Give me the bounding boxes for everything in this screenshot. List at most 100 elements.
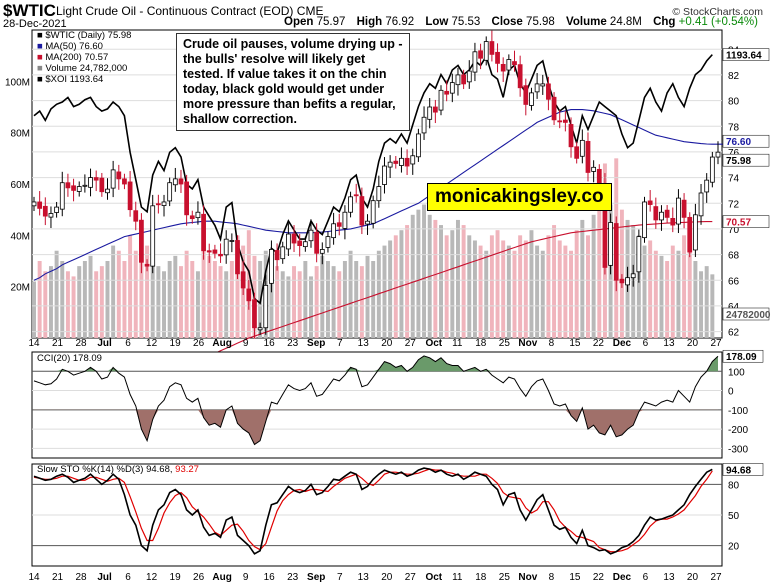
candle-body (427, 106, 433, 120)
volume-bar (371, 261, 376, 338)
date-tick-label: 22 (593, 338, 605, 349)
volume-bar (523, 240, 528, 338)
candle-body (353, 194, 359, 197)
volume-bar (693, 261, 698, 338)
date-tick-label: 6 (125, 338, 131, 349)
candle-body (122, 178, 127, 185)
legend-label: $WTIC (Daily) 75.98 (45, 30, 132, 41)
date-tick-label: 6 (643, 572, 649, 583)
candle-body (206, 250, 212, 253)
candle-body (704, 179, 710, 193)
candle-body (161, 201, 167, 206)
legend-entry: ■ Volume 24,782,000 (37, 63, 131, 74)
candle-body (274, 250, 280, 261)
volume-bar (212, 261, 217, 338)
candle-body (664, 209, 670, 218)
volume-bar (461, 225, 466, 338)
date-tick-label: Sep (307, 338, 325, 349)
date-tick-label: Aug (212, 572, 231, 583)
date-tick-label: 14 (28, 572, 40, 583)
volume-tick-label: 100M (5, 77, 30, 88)
volume-bar (99, 266, 104, 338)
volume-bar (286, 276, 291, 338)
date-tick-label: Jul (97, 572, 112, 583)
date-tick-label: 13 (358, 338, 370, 349)
volume-bar (309, 276, 313, 338)
candle-body (387, 161, 393, 168)
low-value: 75.53 (451, 16, 481, 28)
candle-body (93, 177, 99, 181)
candle-body (263, 284, 269, 329)
volume-bar (410, 214, 415, 338)
volume-bar (512, 250, 517, 338)
candle-body (252, 299, 257, 329)
volume-bar (444, 235, 449, 338)
volume-bar (314, 266, 319, 338)
ma50-line (33, 109, 724, 281)
watermark-box: monicakingsley.co (427, 183, 612, 211)
volume-bar (77, 266, 82, 338)
date-tick-label: 12 (146, 338, 158, 349)
candle-body (280, 246, 286, 260)
volume-bar (229, 261, 234, 338)
date-tick-label: 7 (337, 572, 343, 583)
legend-entry: ■ MA(200) 70.57 (37, 52, 131, 63)
volume-bar (472, 240, 477, 338)
date-tick-label: 9 (243, 572, 249, 583)
candle-body (110, 169, 116, 189)
candle-body (534, 83, 540, 93)
close-value: 75.98 (526, 16, 555, 28)
date-tick-label: Dec (613, 338, 632, 349)
candle-body (286, 233, 291, 250)
volume-bar (501, 240, 506, 338)
date-tick-label: 28 (75, 338, 87, 349)
volume-bar (71, 276, 76, 338)
candle-body (404, 157, 410, 167)
date-tick-label: 9 (243, 338, 249, 349)
volume-bar (484, 250, 489, 338)
date-axis: 14 21 28 Jul 6 12 19 26 Aug 9 16 23 Sep 7 13 20 27 Oct 11 1… (28, 338, 722, 583)
volume-value: 24.8M (609, 16, 642, 28)
date-tick-label: Oct (425, 572, 442, 583)
candle-body (71, 185, 76, 191)
volume-bar (133, 250, 138, 338)
cci-tick-label: -200 (728, 425, 748, 436)
ma200-value-tag-bg (722, 215, 770, 228)
volume-bar (399, 230, 404, 338)
price-axis: 62646668707274767880828420M40M60M80M100M… (5, 45, 771, 338)
symbol-title: $WTIC (3, 1, 56, 20)
candle-body (365, 220, 370, 225)
candle-body (579, 139, 585, 157)
date-tick-label: 23 (287, 572, 299, 583)
sto-k-series (33, 467, 713, 555)
candle-body (223, 238, 229, 256)
candle-body (172, 178, 178, 186)
volume-bar (433, 219, 438, 338)
volume-value-tag: 24782000 (726, 310, 771, 321)
volume-bar (478, 245, 483, 338)
candle-body (116, 171, 122, 180)
legend-swatch: ■ (37, 74, 46, 85)
sto-tick-label: 50 (728, 511, 740, 522)
price-tick-label: 74 (728, 174, 740, 185)
price-tick-label: 64 (728, 302, 740, 313)
candle-body (319, 249, 325, 254)
candle-body (291, 233, 297, 244)
volume-bar (342, 261, 347, 338)
volume-bar (455, 219, 460, 338)
volume-bar (201, 240, 206, 338)
candle-body (416, 133, 421, 158)
candle-body (88, 177, 93, 188)
candle-body (54, 206, 59, 213)
candle-body (642, 201, 647, 239)
volume-bar (619, 209, 624, 338)
candle-body (557, 120, 563, 123)
date-tick-label: 21 (52, 338, 64, 349)
volume-bar (586, 235, 590, 338)
ma50-series (33, 109, 724, 281)
candle-body (308, 229, 314, 242)
ma200-value-tag: 70.57 (726, 218, 751, 229)
price-tick-label: 76 (728, 148, 740, 159)
candle-body (336, 222, 342, 227)
volume-bar (190, 261, 195, 338)
